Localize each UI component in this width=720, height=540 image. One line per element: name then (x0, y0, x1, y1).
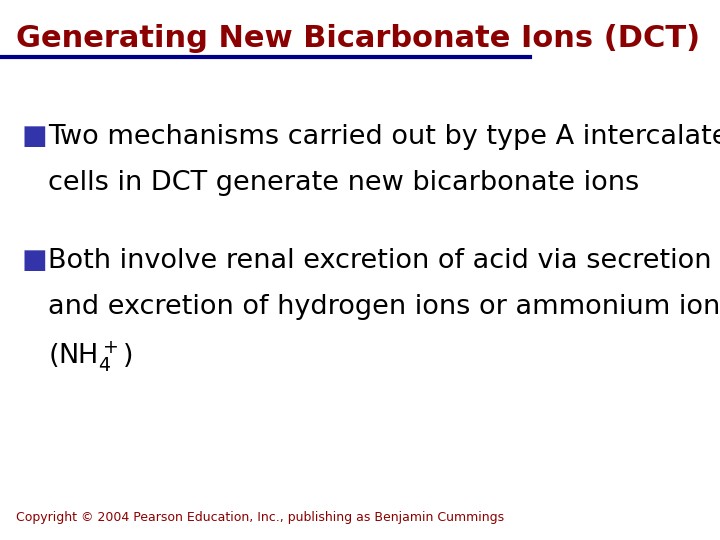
Text: ■: ■ (21, 124, 47, 150)
Text: cells in DCT generate new bicarbonate ions: cells in DCT generate new bicarbonate io… (48, 170, 639, 196)
Text: ■: ■ (21, 248, 47, 274)
Text: Two mechanisms carried out by type A intercalated: Two mechanisms carried out by type A int… (48, 124, 720, 150)
Text: (NH$_4^+$): (NH$_4^+$) (48, 340, 132, 374)
Text: and excretion of hydrogen ions or ammonium ions: and excretion of hydrogen ions or ammoni… (48, 294, 720, 320)
Text: Copyright © 2004 Pearson Education, Inc., publishing as Benjamin Cummings: Copyright © 2004 Pearson Education, Inc.… (16, 511, 504, 524)
Text: Both involve renal excretion of acid via secretion: Both involve renal excretion of acid via… (48, 248, 711, 274)
Text: Generating New Bicarbonate Ions (DCT): Generating New Bicarbonate Ions (DCT) (16, 24, 700, 53)
